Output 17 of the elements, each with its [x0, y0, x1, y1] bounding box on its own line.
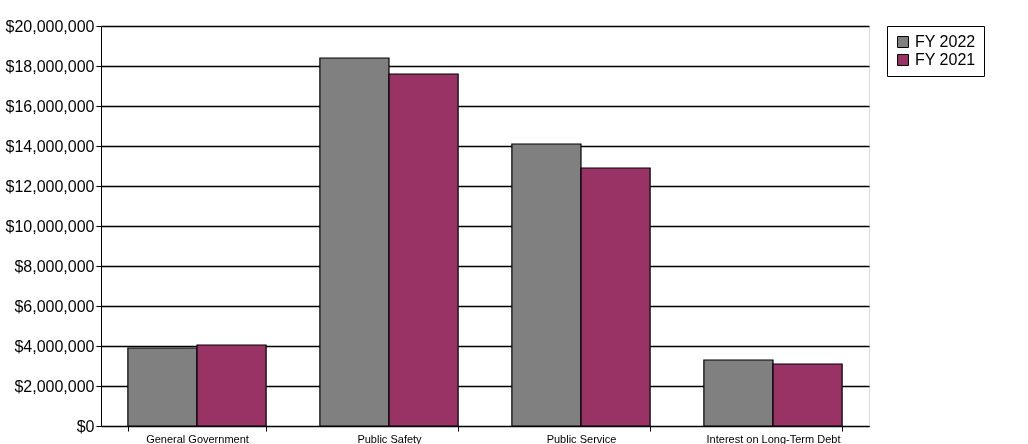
legend-label: FY 2022: [915, 33, 976, 50]
y-tick-label: $6,000,000: [14, 297, 95, 315]
y-tick-label: $14,000,000: [5, 137, 95, 155]
y-tick-label: $4,000,000: [14, 337, 95, 355]
x-tick-label: Public Safety: [357, 432, 423, 444]
y-tick-label: $10,000,000: [5, 217, 95, 235]
y-tick-label: $12,000,000: [5, 177, 95, 195]
y-tick-label: $20,000,000: [5, 17, 95, 35]
y-tick-label: $8,000,000: [14, 257, 95, 275]
x-tick-label: Public Service: [546, 432, 617, 444]
y-tick-label: $0: [76, 417, 95, 435]
y-tick-label: $16,000,000: [5, 97, 95, 115]
x-tick-label: General Government: [146, 432, 249, 444]
x-tick-label: Interest on Long-Term Debt: [706, 432, 841, 444]
legend-label: FY 2021: [915, 51, 976, 68]
y-tick-label: $2,000,000: [14, 377, 95, 395]
y-tick-label: $18,000,000: [5, 57, 95, 75]
